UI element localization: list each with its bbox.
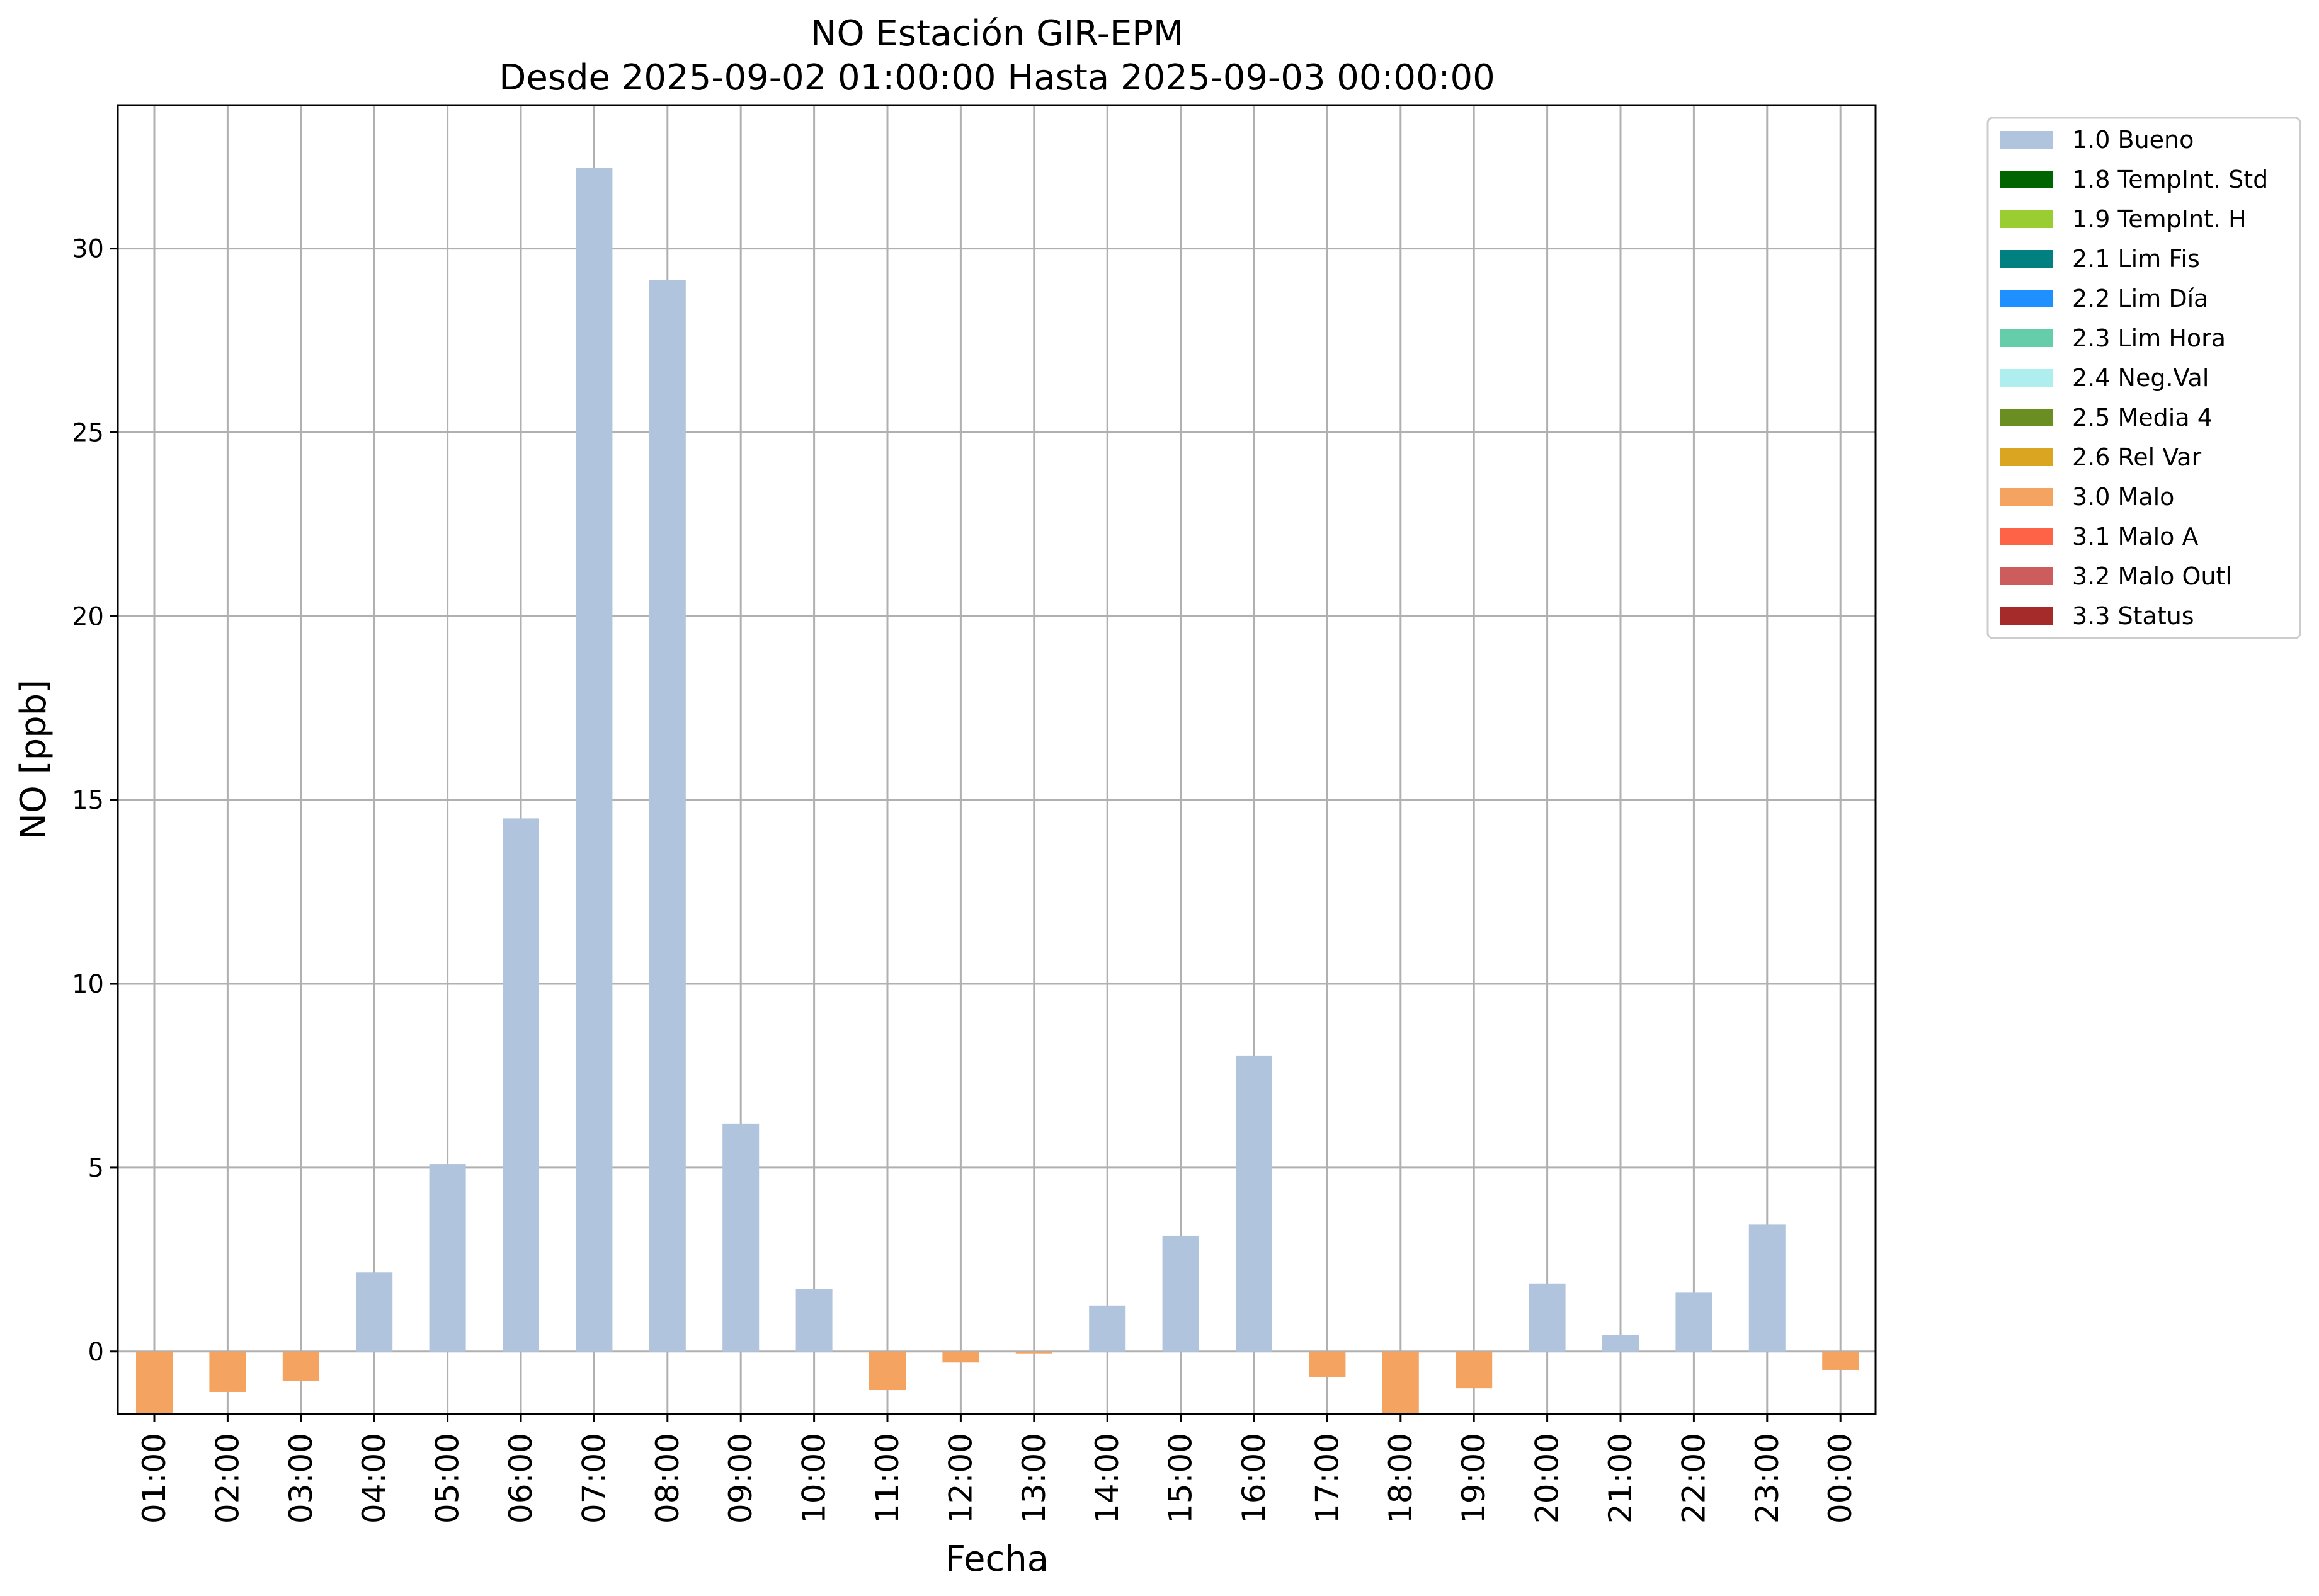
x-axis-label: Fecha <box>945 1539 1049 1580</box>
legend-swatch <box>2000 448 2053 466</box>
bar <box>429 1164 466 1352</box>
legend-swatch <box>2000 329 2053 347</box>
y-tick-label: 30 <box>72 235 104 264</box>
x-tick-label: 21:00 <box>1602 1433 1639 1524</box>
y-tick-label: 25 <box>72 419 104 448</box>
x-tick-label: 13:00 <box>1016 1433 1052 1524</box>
legend-swatch <box>2000 528 2053 545</box>
x-tick-label: 03:00 <box>283 1433 319 1524</box>
bar <box>1748 1224 1786 1352</box>
x-tick-label: 00:00 <box>1822 1433 1859 1524</box>
legend-label: 3.2 Malo Outl <box>2072 562 2232 590</box>
bar <box>722 1123 760 1352</box>
legend-label: 2.1 Lim Fis <box>2072 245 2200 273</box>
bar <box>576 168 613 1352</box>
x-tick-label: 02:00 <box>209 1433 246 1524</box>
bar <box>795 1289 833 1352</box>
bar <box>209 1351 246 1392</box>
legend-swatch <box>2000 290 2053 307</box>
x-tick-label: 09:00 <box>722 1433 759 1524</box>
x-tick-label: 05:00 <box>430 1433 466 1524</box>
legend-label: 3.1 Malo A <box>2072 523 2198 550</box>
legend-frame <box>1986 117 2301 639</box>
chart-subtitle: Desde 2025-09-02 01:00:00 Hasta 2025-09-… <box>499 57 1495 98</box>
bar <box>1162 1235 1199 1352</box>
legend-swatch <box>2000 488 2053 506</box>
bar <box>1236 1055 1272 1352</box>
y-tick-label: 10 <box>72 970 104 999</box>
x-tick-label: 17:00 <box>1309 1433 1345 1524</box>
bar <box>649 280 686 1352</box>
legend-label: 1.9 TempInt. H <box>2072 205 2247 233</box>
x-tick-label: 11:00 <box>869 1433 906 1524</box>
legend: 1.0 Bueno 1.8 TempInt. Std 1.9 TempInt. H 2… <box>1986 117 2301 639</box>
bar <box>1089 1305 1126 1352</box>
bar <box>1382 1351 1419 1414</box>
legend-swatch <box>2000 369 2053 387</box>
x-tick-label: 12:00 <box>942 1433 979 1524</box>
x-tick-label: 16:00 <box>1236 1433 1272 1524</box>
plot-frame <box>117 104 1877 1415</box>
x-tick-label: 07:00 <box>576 1433 612 1524</box>
bar <box>1456 1351 1493 1389</box>
legend-swatch <box>2000 250 2053 268</box>
x-tick-label: 01:00 <box>136 1433 173 1524</box>
ticks: 0 5 10 15 20 25 30 01:00 02:00 03:00 04:00 05:00 06:… <box>72 235 1859 1524</box>
bar <box>282 1351 319 1381</box>
legend-swatch <box>2000 567 2053 585</box>
bar <box>1602 1335 1639 1352</box>
x-tick-label: 19:00 <box>1456 1433 1492 1524</box>
x-tick-label: 22:00 <box>1675 1433 1712 1524</box>
x-tick-label: 10:00 <box>796 1433 833 1524</box>
legend-label: 2.5 Media 4 <box>2072 404 2213 431</box>
legend-label: 3.3 Status <box>2072 602 2194 630</box>
x-tick-label: 20:00 <box>1529 1433 1566 1524</box>
bar <box>1015 1351 1052 1354</box>
bar <box>942 1351 979 1363</box>
bar <box>1309 1351 1346 1377</box>
y-tick-label: 20 <box>72 602 104 631</box>
x-tick-label: 18:00 <box>1382 1433 1419 1524</box>
x-tick-label: 06:00 <box>503 1433 539 1524</box>
y-tick-label: 15 <box>72 786 104 815</box>
legend-label: 1.0 Bueno <box>2072 126 2194 154</box>
legend-label: 2.3 Lim Hora <box>2072 324 2226 352</box>
legend-swatch <box>2000 171 2053 188</box>
legend-label: 3.0 Malo <box>2072 483 2174 511</box>
x-tick-label: 04:00 <box>356 1433 392 1524</box>
x-tick-label: 08:00 <box>649 1433 686 1524</box>
legend-swatch <box>2000 409 2053 426</box>
bar <box>1822 1351 1859 1370</box>
bar <box>356 1272 393 1352</box>
legend-swatch <box>2000 131 2053 149</box>
chart-title: NO Estación GIR-EPM <box>811 13 1184 54</box>
bar <box>503 818 539 1352</box>
legend-label: 2.6 Rel Var <box>2072 443 2202 471</box>
bar <box>1675 1292 1712 1352</box>
x-tick-label: 15:00 <box>1163 1433 1199 1524</box>
y-tick-label: 5 <box>88 1154 104 1183</box>
legend-swatch <box>2000 210 2053 228</box>
bars <box>136 168 1859 1414</box>
bar <box>136 1351 173 1414</box>
legend-label: 1.8 TempInt. Std <box>2072 166 2268 193</box>
y-tick-label: 0 <box>88 1338 104 1367</box>
legend-label: 2.4 Neg.Val <box>2072 364 2209 392</box>
legend-label: 2.2 Lim Día <box>2072 285 2208 312</box>
legend-swatch <box>2000 607 2053 625</box>
x-tick-label: 14:00 <box>1089 1433 1125 1524</box>
x-tick-label: 23:00 <box>1749 1433 1786 1524</box>
bar <box>1529 1283 1566 1352</box>
bar <box>869 1351 906 1391</box>
y-axis-label: NO [ppb] <box>13 680 54 840</box>
grid <box>118 105 1876 1414</box>
